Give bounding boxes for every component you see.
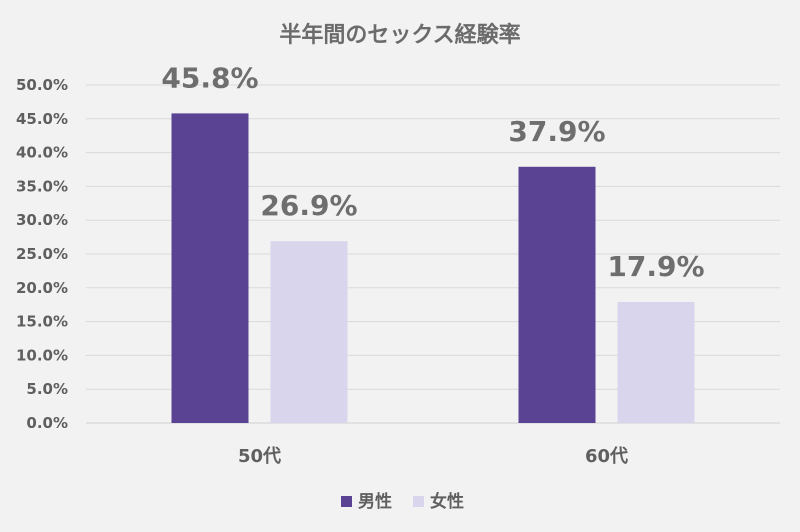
y-tick-label: 15.0% bbox=[16, 313, 68, 331]
legend-label: 男性 bbox=[358, 491, 392, 512]
legend-swatch-male bbox=[341, 496, 352, 507]
legend-label: 女性 bbox=[430, 491, 464, 512]
legend: 男性 女性 bbox=[341, 491, 464, 512]
y-tick-label: 45.0% bbox=[16, 110, 68, 128]
chart-title: 半年間のセックス経験率 bbox=[279, 22, 520, 48]
y-tick-label: 35.0% bbox=[16, 177, 68, 195]
y-tick-label: 10.0% bbox=[16, 346, 68, 364]
y-tick-label: 20.0% bbox=[16, 279, 68, 297]
y-tick-label: 40.0% bbox=[16, 144, 68, 162]
data-labels: 45.8% 26.9% 37.9% 17.9% bbox=[161, 61, 704, 283]
y-axis: 0.0% 5.0% 10.0% 15.0% 20.0% 25.0% 30.0% 35.0% 40… bbox=[16, 76, 68, 432]
bar-male-1 bbox=[518, 166, 596, 423]
x-tick-label: 50代 bbox=[238, 446, 281, 467]
y-tick-label: 30.0% bbox=[16, 211, 68, 229]
bar-female-1 bbox=[617, 301, 695, 423]
y-tick-label: 25.0% bbox=[16, 245, 68, 263]
y-tick-label: 0.0% bbox=[26, 414, 68, 432]
y-tick-label: 5.0% bbox=[26, 380, 68, 398]
bar-female-0 bbox=[270, 241, 348, 423]
data-label: 17.9% bbox=[607, 250, 704, 283]
y-tick-label: 50.0% bbox=[16, 76, 68, 94]
legend-swatch-female bbox=[413, 496, 424, 507]
bars bbox=[171, 113, 695, 423]
data-label: 45.8% bbox=[161, 61, 258, 94]
data-label: 26.9% bbox=[260, 189, 357, 222]
data-label: 37.9% bbox=[508, 115, 605, 148]
x-axis: 50代 60代 bbox=[238, 446, 628, 467]
x-tick-label: 60代 bbox=[585, 446, 628, 467]
bar-male-0 bbox=[171, 113, 249, 423]
